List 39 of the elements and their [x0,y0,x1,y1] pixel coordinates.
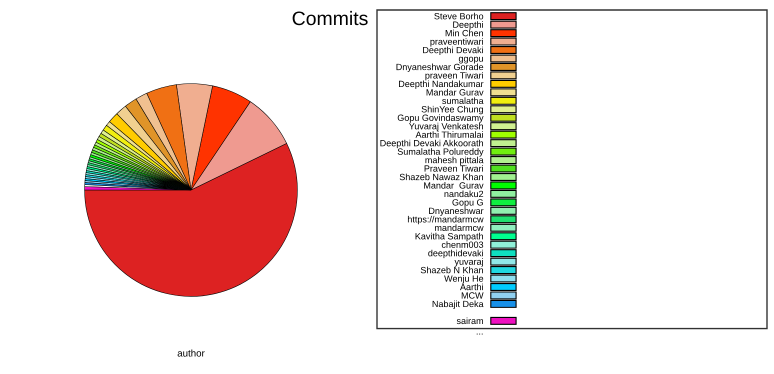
legend-label: mahesh pittala [425,156,484,166]
legend-label: ggopu [458,56,483,64]
legend-label: Min Chen [446,30,483,36]
legend-label: Kavitha Sampath [416,232,483,242]
text: ... [476,334,483,335]
legend-label: Aarthi [460,284,483,290]
legend-label: Gopu Govindaswamy [398,114,484,123]
legend-label: mandarmcw [435,224,484,231]
chart-title: Commits [292,10,368,26]
legend-label: Deepthi Nandakumar [399,80,484,89]
legend-label: yuvaraj [454,258,483,267]
legend-label: Dnyaneshwar Gorade [396,64,484,72]
legend-label: deepthidevaki [428,250,483,258]
legend-label: Gopu G [452,199,483,208]
legend-label: Steve Borho [434,12,484,20]
legend-label: Deepthi [453,21,483,30]
legend-label: Mandar Gurav [424,182,484,189]
legend-label: Shazeb Nawaz Khan [400,174,483,180]
text: author [178,349,205,357]
legend-label: sairam [456,317,483,324]
legend-label: ShinYee Chung [422,106,484,114]
legend-label: Dnyaneshwar [429,207,484,216]
legend-label: MCW [462,292,484,299]
legend-label: Sumalatha Polureddy [398,148,484,157]
legend-label: Shazeb N Khan [420,266,483,274]
legend-label: Deepthi Devaki Akkoorath [380,140,483,148]
legend-label: https://mandarmcw [408,216,484,224]
legend-label: sumalatha [442,97,484,104]
legend-label: chenm003 [442,241,484,248]
legend-label: praveentiwari [430,38,483,47]
legend-label: Aarthi Thirumalai [416,131,483,138]
legend-label: praveen Tiwari [425,72,483,80]
legend-label: Mandar Gurav [426,88,484,96]
legend-label: Deepthi Devaki [423,46,483,56]
legend-label: Nabajit Deka [432,300,484,309]
legend-label: Praveen Tiwari [424,165,483,172]
legend-label: Yuvaraj Venkatesh [409,122,483,132]
legend-label: Wenju He [444,275,484,284]
legend-label: nandaku2 [444,190,484,198]
